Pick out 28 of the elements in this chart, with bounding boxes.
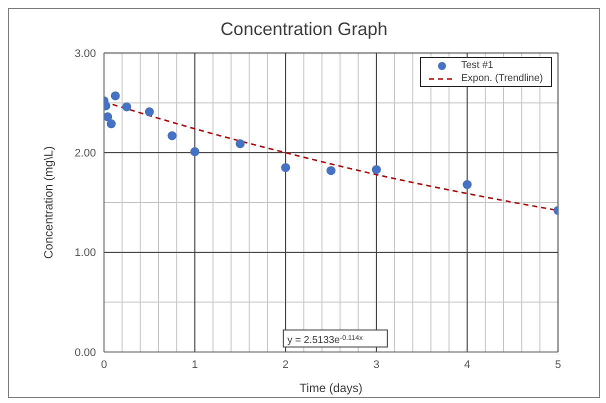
x-tick-label: 0 xyxy=(100,358,108,371)
x-axis-title: Time (days) xyxy=(300,381,362,395)
point xyxy=(190,147,200,156)
chart-title: Concentration Graph xyxy=(220,19,388,39)
point xyxy=(122,102,132,112)
legend-label: Test #1 xyxy=(461,59,494,72)
y-axis-title: Concentration (mg\L) xyxy=(41,146,56,259)
y-tick-label: 3.00 xyxy=(74,48,96,60)
x-tick-label: 2 xyxy=(282,358,289,371)
point xyxy=(110,91,120,100)
legend-label: Expon. (Trendline) xyxy=(461,72,543,85)
annotation: y = 2.5133e$^{-0.114x}$ xyxy=(287,334,364,346)
point xyxy=(104,112,112,122)
point xyxy=(326,166,336,176)
point xyxy=(281,163,290,172)
y-tick-label: 0.00 xyxy=(74,346,96,359)
x-tick-label: 4 xyxy=(464,358,470,371)
y-tick-label: 1.00 xyxy=(74,247,96,260)
y-tick-label: 2.00 xyxy=(74,148,96,160)
x-tick-label: 3 xyxy=(373,358,380,371)
point xyxy=(106,119,116,128)
point xyxy=(372,165,381,174)
x-tick-label: 5 xyxy=(554,358,562,371)
point xyxy=(168,131,177,140)
point xyxy=(144,107,154,116)
point xyxy=(462,180,472,190)
point xyxy=(236,139,245,148)
x-tick-label: 1 xyxy=(192,358,198,371)
